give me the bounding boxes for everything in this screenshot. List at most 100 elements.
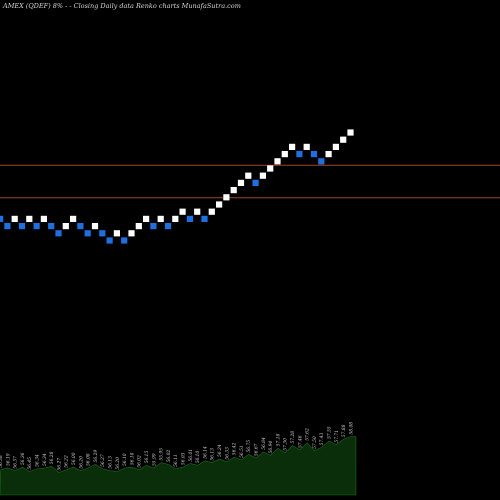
renko-brick-up: [274, 158, 281, 165]
volume-value-label: 56.02: [138, 455, 143, 468]
volume-value-label: 56.38: [0, 455, 4, 468]
renko-brick-up: [332, 143, 339, 150]
volume-value-label: 57.71: [335, 430, 340, 443]
renko-brick-up: [237, 179, 245, 186]
volume-value-label: 58.08: [349, 422, 354, 435]
volume-value-label: 56.28: [50, 451, 55, 464]
volume-value-label: 57.55: [328, 426, 333, 439]
volume-labels: 56.38 56.19 56.37 56.36 56.45 56.34 56.34 56.28…: [0, 422, 354, 471]
renko-brick-down: [55, 230, 62, 237]
volume-value-label: 56.13: [211, 448, 216, 461]
volume-value-label: 56.94: [269, 441, 274, 454]
volume-value-label: 56.75: [247, 440, 252, 453]
renko-brick-down: [201, 215, 208, 222]
volume-value-label: 57.88: [342, 424, 347, 437]
volume-value-label: 56.34: [43, 453, 48, 466]
volume-value-label: 56.22: [65, 455, 70, 468]
volume-value-label: 56.11: [174, 454, 179, 467]
volume-value-label: 56.01: [189, 449, 194, 462]
renko-brick-up: [194, 208, 201, 215]
renko-brick-up: [11, 215, 18, 222]
renko-brick-up: [340, 136, 347, 143]
renko-brick-up: [26, 215, 33, 222]
renko-brick-down: [84, 230, 91, 237]
volume-value-label: 57.43: [320, 433, 325, 446]
renko-brick-up: [62, 223, 69, 230]
volume-value-label: 56.02: [167, 450, 172, 463]
renko-brick-down: [186, 215, 193, 222]
volume-value-label: 57.18: [276, 433, 281, 446]
renko-brick-up: [303, 143, 310, 150]
volume-value-label: 57.28: [291, 431, 296, 444]
renko-brick-down: [318, 158, 325, 165]
volume-area: [0, 436, 357, 496]
volume-value-label: 56.00: [72, 452, 77, 465]
renko-brick-down: [310, 151, 318, 158]
volume-value-label: 56.08: [87, 453, 92, 466]
renko-brick-down: [77, 223, 84, 230]
renko-brick-down: [0, 215, 4, 222]
renko-brick-up: [208, 208, 215, 215]
volume-value-label: 56.10: [123, 453, 128, 466]
renko-brick-up: [179, 208, 186, 215]
volume-value-label: 56.14: [203, 446, 208, 459]
renko-brick-up: [230, 187, 237, 194]
volume-value-label: 56.84: [262, 437, 267, 450]
volume-value-label: 56.27: [101, 454, 106, 467]
renko-brick-up: [70, 215, 77, 222]
renko-brick-up: [267, 165, 274, 172]
volume-value-label: 56.37: [14, 456, 19, 469]
renko-brick-up: [135, 223, 142, 230]
renko-brick-up: [143, 215, 150, 222]
renko-brick-down: [18, 223, 26, 230]
volume-value-label: 56.18: [130, 452, 135, 465]
volume-value-label: 55.99: [152, 453, 157, 466]
renko-brick-down: [106, 237, 113, 244]
renko-brick-up: [325, 151, 332, 158]
volume-value-label: 55.95: [160, 448, 165, 461]
volume-value-label: 56.13: [109, 456, 114, 469]
renko-brick-down: [99, 230, 106, 237]
volume-value-label: 56.42: [233, 442, 238, 455]
renko-brick-up: [113, 230, 120, 237]
volume-value-label: 57.62: [306, 428, 311, 441]
renko-brick-up: [281, 151, 288, 158]
renko-brick-down: [48, 223, 55, 230]
volume-value-label: 56.45: [28, 457, 33, 470]
renko-brick-down: [121, 237, 128, 244]
renko-bricks: [0, 129, 354, 244]
renko-brick-up: [245, 172, 252, 179]
renko-brick-up: [91, 223, 99, 230]
volume-value-label: 56.24: [218, 444, 223, 457]
volume-value-label: 56.34: [36, 454, 41, 467]
renko-brick-down: [33, 223, 40, 230]
volume-value-label: 57.30: [284, 438, 289, 451]
volume-value-label: 56.51: [240, 445, 245, 458]
renko-brick-up: [40, 215, 47, 222]
volume-value-label: 56.15: [145, 451, 150, 464]
renko-brick-up: [289, 143, 296, 150]
chart-title: AMEX (QDEF) 8% - - Closing Daily data Re…: [3, 2, 241, 10]
volume-value-label: 56.19: [6, 453, 11, 466]
renko-brick-down: [4, 223, 11, 230]
volume-value-label: 56.03: [182, 452, 187, 465]
volume-value-label: 56.67: [255, 443, 260, 456]
volume-value-label: 56.27: [57, 458, 62, 471]
volume-value-label: 56.20: [116, 457, 121, 470]
volume-value-label: 56.20: [79, 456, 84, 469]
renko-brick-up: [128, 230, 135, 237]
volume-value-label: 56.33: [225, 447, 230, 460]
renko-brick-down: [150, 223, 157, 230]
renko-brick-up: [216, 201, 223, 208]
renko-brick-up: [223, 194, 230, 201]
volume-value-label: 56.29: [94, 450, 99, 463]
volume-area-shape: [0, 436, 357, 496]
volume-value-label: 57.50: [313, 436, 318, 449]
volume-value-label: 56.36: [21, 452, 26, 465]
volume-value-label: 56.10: [196, 451, 201, 464]
volume-value-label: 57.46: [298, 435, 303, 448]
renko-brick-down: [296, 151, 303, 158]
renko-brick-up: [157, 215, 164, 222]
renko-brick-down: [252, 179, 259, 186]
